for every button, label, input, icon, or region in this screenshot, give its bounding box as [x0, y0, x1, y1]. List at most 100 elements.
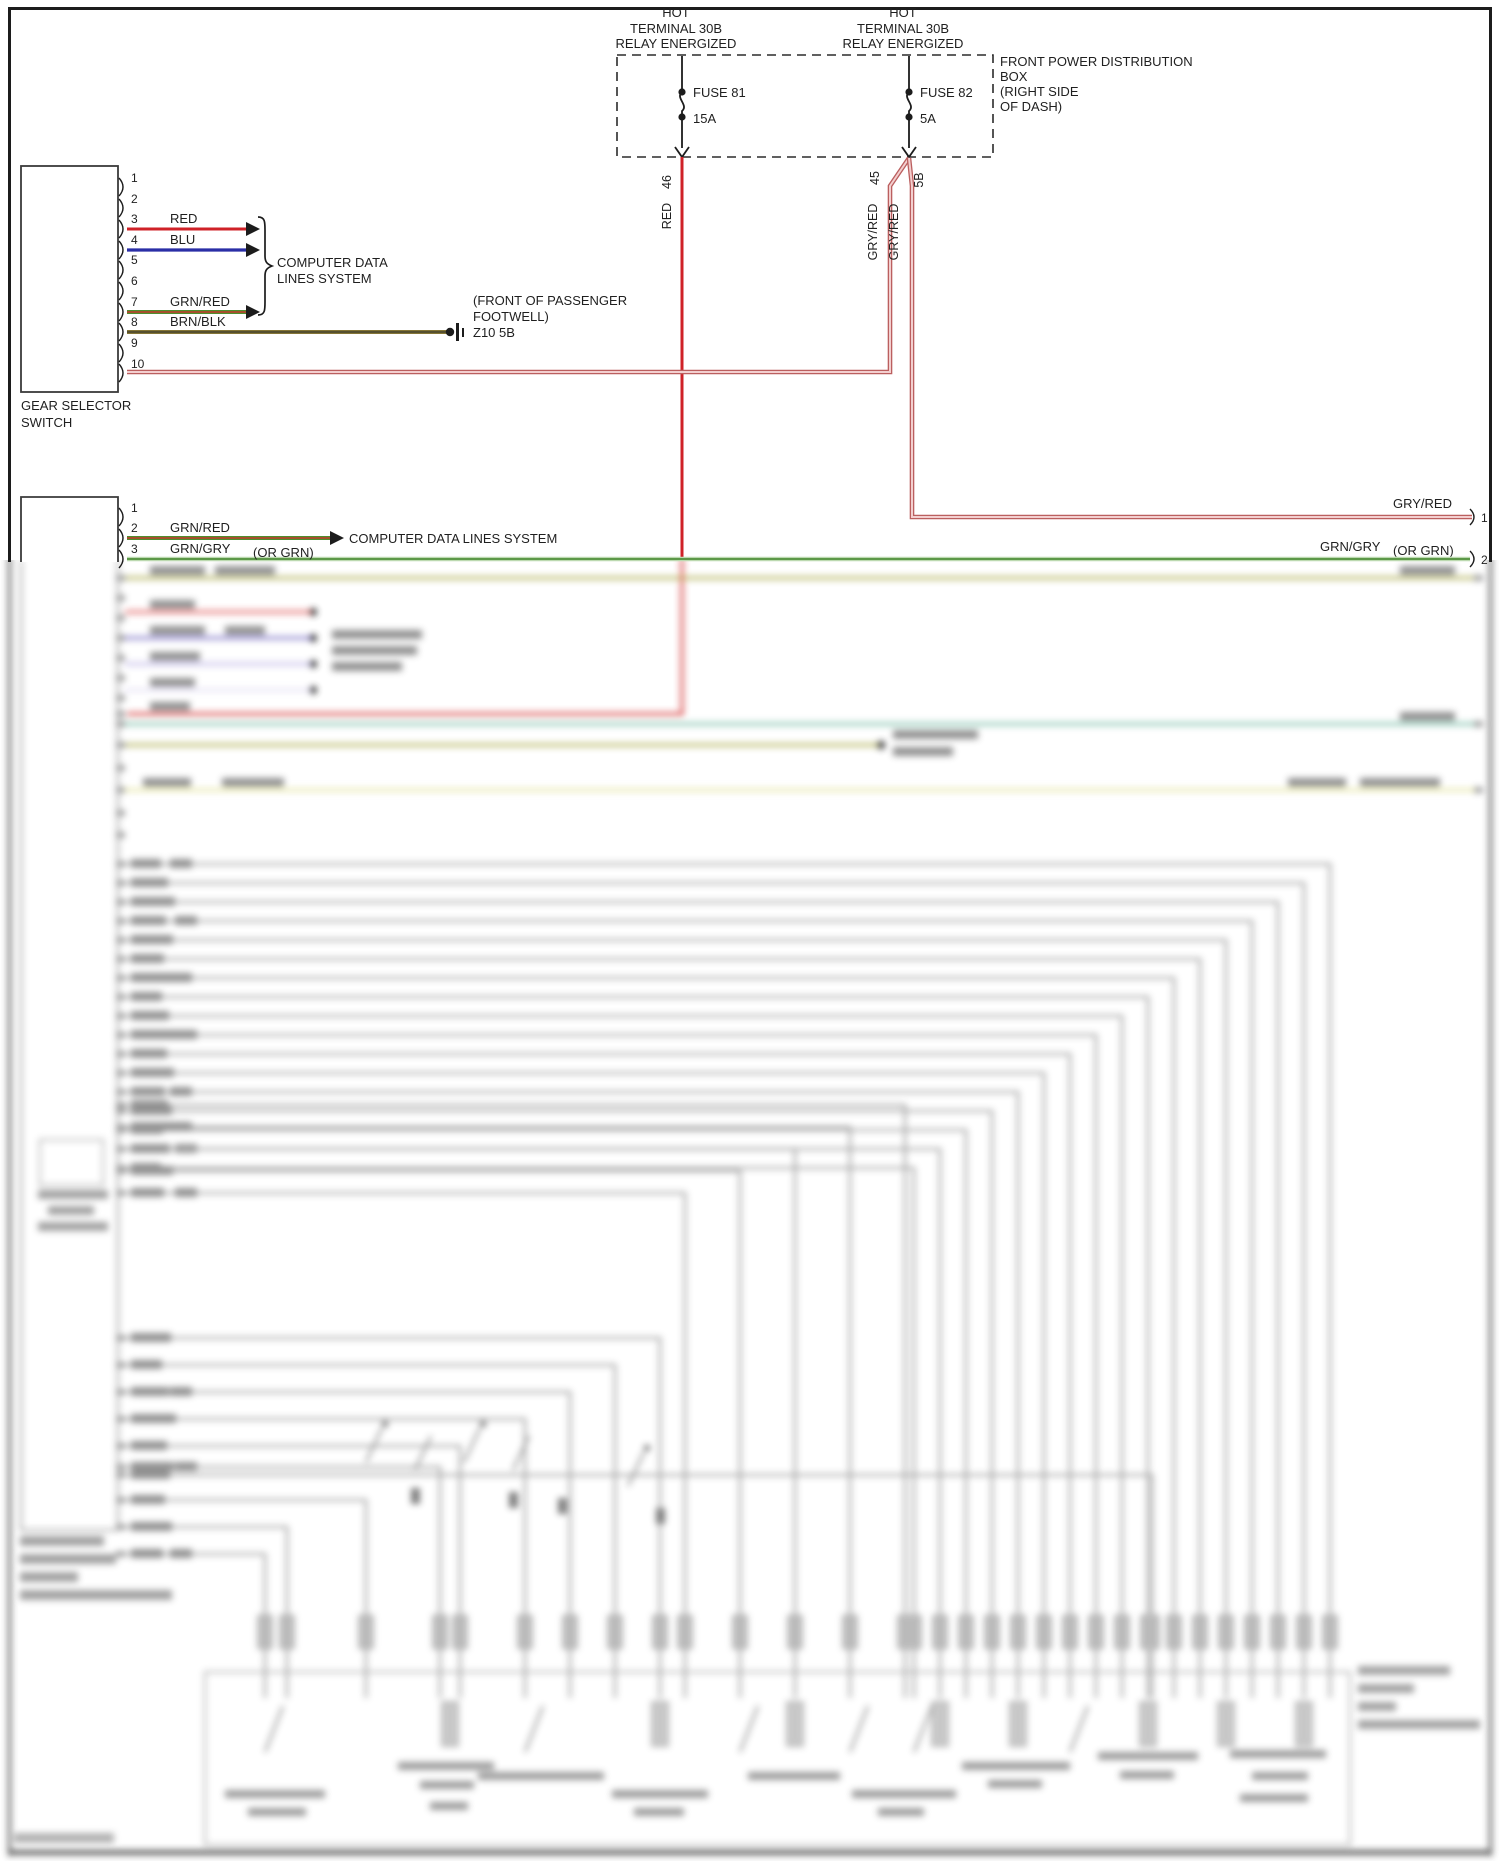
pin-tick — [116, 1416, 125, 1422]
inline-connector-bump — [562, 1614, 578, 1650]
pin-number: 4 — [131, 233, 138, 247]
mid-switch-symbols — [365, 1427, 645, 1487]
module-pin2-destination: COMPUTER DATA LINES SYSTEM — [349, 531, 557, 546]
circuit-45-color: GRY/RED — [866, 204, 880, 261]
data-lines-label-2: LINES SYSTEM — [277, 271, 372, 286]
gear-selector-pins: 1 2 3 4 5 6 7 8 9 10 — [131, 171, 145, 371]
right-row2-alt: (OR GRN) — [1393, 543, 1454, 558]
gray-wire — [125, 862, 1332, 1698]
pin-number: 1 — [131, 171, 138, 185]
pin-number: 5 — [131, 253, 138, 267]
wire-label-smudge — [131, 1049, 167, 1058]
circuit-46-color: RED — [660, 203, 674, 229]
power-distribution-box-label: FRONT POWER DISTRIBUTION BOX (RIGHT SIDE… — [1000, 54, 1193, 114]
module-pin-1: 1 — [131, 501, 138, 515]
inline-connector-bump — [1088, 1614, 1104, 1650]
wire-label-smudge — [175, 1462, 197, 1471]
pin3-wire-label: RED — [170, 211, 197, 226]
wire-label-smudge — [131, 1441, 167, 1450]
inline-connector-bump — [932, 1614, 948, 1650]
gear-selector-pin-brackets — [118, 177, 124, 383]
fuse-82-symbol: FUSE 82 5A — [901, 56, 973, 159]
inline-connector-bump — [732, 1614, 748, 1650]
wire-label-smudge — [131, 1068, 174, 1077]
wire-label-smudge — [131, 992, 162, 1001]
arrow-icon — [246, 222, 260, 236]
module-pin-3: 3 — [131, 542, 138, 556]
wire-label-smudge — [170, 1387, 192, 1396]
wire-label-smudge — [131, 1144, 166, 1153]
pin-tick — [116, 1032, 125, 1038]
pin-tick — [116, 880, 125, 886]
gear-selector-label-1: GEAR SELECTOR — [21, 398, 131, 413]
pin-tick — [116, 899, 125, 905]
gray-wire — [125, 1033, 1098, 1698]
pin-tick — [116, 1108, 125, 1114]
page-border-bottom — [8, 1850, 1492, 1855]
gear-selector-switch-box — [20, 165, 119, 393]
page-border-top — [8, 7, 1492, 10]
wire-label-smudge — [131, 1188, 164, 1197]
gray-wire — [125, 1444, 462, 1698]
wire-label-smudge — [170, 1549, 192, 1558]
brace-icon — [257, 216, 275, 316]
pin-tick — [116, 1464, 125, 1470]
pin-number: 9 — [131, 336, 138, 350]
hot-label: HOT — [662, 5, 690, 20]
wire-label-smudge — [131, 1166, 173, 1175]
pin-number: 7 — [131, 295, 138, 309]
gray-wire — [125, 1390, 572, 1698]
transmission-component-box — [204, 1671, 1351, 1846]
gray-wire — [125, 1552, 267, 1698]
pin-number: 8 — [131, 315, 138, 329]
page-border-right-lower — [1489, 560, 1492, 1856]
pin-tick — [116, 1102, 125, 1108]
box-label-line: FRONT POWER DISTRIBUTION — [1000, 54, 1193, 69]
wire-label-smudge — [131, 1333, 171, 1342]
wire-label-smudge — [131, 1087, 165, 1096]
module-pin-brackets — [118, 507, 124, 569]
inline-connector-bump — [1062, 1614, 1078, 1650]
terminal-label: TERMINAL 30B — [630, 21, 722, 36]
gray-wire — [125, 1090, 1020, 1698]
module-label-smudges — [20, 1536, 172, 1600]
wire-label-smudge — [131, 1414, 176, 1423]
blur-text-smudges-upper — [143, 566, 1455, 787]
inline-connector-bump — [897, 1614, 913, 1650]
right-row2-pin-bracket — [1469, 550, 1475, 568]
pin-number: 6 — [131, 274, 138, 288]
inline-connector-bump — [1010, 1614, 1026, 1650]
gray-wire — [125, 1103, 907, 1698]
wire-label-smudge — [131, 1462, 174, 1471]
sharp-upper-region: HOT TERMINAL 30B RELAY ENERGIZED HOT TER… — [8, 5, 1492, 569]
pin7-wire-label: GRN/RED — [170, 294, 230, 309]
inline-connector-bump — [677, 1614, 693, 1650]
hot-label: HOT — [889, 5, 917, 20]
gear-selector-label-2: SWITCH — [21, 415, 72, 430]
pin-tick — [116, 1013, 125, 1019]
ground-label-line: (FRONT OF PASSENGER — [473, 293, 627, 308]
gray-wire — [125, 1473, 1154, 1698]
pin-tick — [116, 861, 125, 867]
inline-connector-bump — [1296, 1614, 1312, 1650]
gray-wire — [125, 1109, 994, 1698]
pin-tick — [116, 1124, 125, 1130]
wire-label-smudge — [131, 935, 173, 944]
gray-wire — [125, 1125, 852, 1698]
inline-connector-bump — [1322, 1614, 1338, 1650]
pin-tick — [116, 918, 125, 924]
selector-sensor-symbol — [38, 1139, 108, 1231]
ground-icon — [445, 323, 464, 341]
gray-wire — [125, 1071, 1046, 1698]
inline-connector-bump — [1036, 1614, 1052, 1650]
hot-feed-right-header: HOT TERMINAL 30B RELAY ENERGIZED — [843, 5, 964, 51]
wire-label-smudge — [170, 973, 192, 982]
gray-wire — [125, 1166, 916, 1698]
inline-connector-bump — [652, 1614, 668, 1650]
ground-label-line: Z10 5B — [473, 325, 515, 340]
inline-connector-bump — [1144, 1614, 1160, 1650]
inline-connector-bump — [1192, 1614, 1208, 1650]
fuse-81-name: FUSE 81 — [693, 85, 746, 100]
component-box-right-label — [1358, 1666, 1480, 1729]
fuse-81-symbol: FUSE 81 15A — [674, 56, 746, 159]
